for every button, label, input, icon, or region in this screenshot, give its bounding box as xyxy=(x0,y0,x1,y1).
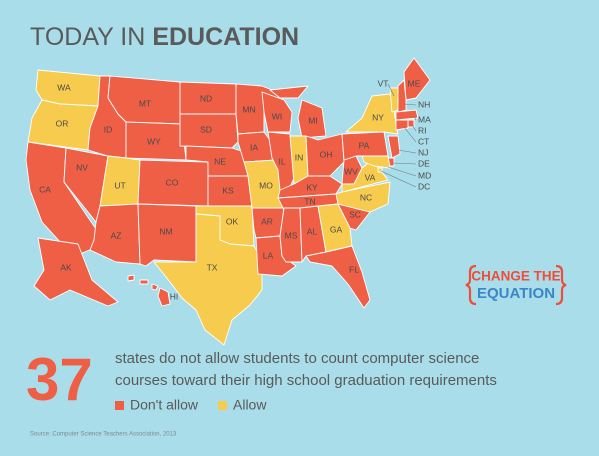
state xyxy=(395,119,409,131)
state-label: NH xyxy=(418,99,430,109)
title-emphasis: EDUCATION xyxy=(152,23,299,51)
state-label: HI xyxy=(170,291,179,301)
state-label: WA xyxy=(57,82,71,92)
state-label: IN xyxy=(295,152,304,162)
state-label: ND xyxy=(200,93,212,103)
state xyxy=(269,85,309,99)
state-label: OR xyxy=(56,118,69,128)
state-label: MS xyxy=(285,230,298,240)
state xyxy=(151,283,159,291)
state-label: NM xyxy=(159,226,172,236)
state-label: CT xyxy=(418,136,429,146)
state-label: IL xyxy=(278,156,285,166)
state xyxy=(179,113,239,149)
state-label: ME xyxy=(408,78,421,88)
logo-line1: CHANGE THE xyxy=(471,269,560,284)
stat-text-line: courses toward their high school graduat… xyxy=(115,372,497,389)
leader-line xyxy=(391,162,417,165)
leader-line xyxy=(413,115,417,121)
state-label: TX xyxy=(207,262,218,272)
state xyxy=(153,213,263,346)
stat-text-line: states do not allow students to count co… xyxy=(115,350,479,367)
state-label: TN xyxy=(304,196,315,206)
state-label: AL xyxy=(307,226,318,236)
state-label: IA xyxy=(250,142,258,152)
state-label: ID xyxy=(104,124,113,134)
leader-line xyxy=(403,103,417,106)
state xyxy=(261,91,293,133)
state xyxy=(361,155,391,169)
state-label: OH xyxy=(320,149,333,159)
state xyxy=(33,237,119,307)
state-label: PA xyxy=(359,140,370,150)
state-label: NJ xyxy=(418,147,428,157)
legend-swatch xyxy=(218,401,227,410)
state-label: WV xyxy=(344,166,358,176)
state-label: NC xyxy=(360,192,372,202)
state-label: SC xyxy=(349,209,361,219)
state xyxy=(397,79,407,113)
state-label: MA xyxy=(418,114,431,124)
state-label: WI xyxy=(272,111,282,121)
title: TODAY IN EDUCATION xyxy=(30,23,299,51)
logo-brace-left xyxy=(465,264,477,306)
us-map: WA OR CA NV ID MT WY UT CO AZ NM ND SD NE KS OK TX MN IA MO… xyxy=(25,57,431,346)
state-label: RI xyxy=(418,125,427,135)
state-label: DE xyxy=(418,158,430,168)
state xyxy=(395,109,419,121)
state xyxy=(297,99,327,139)
state-label: MI xyxy=(308,115,317,125)
state-label: DC xyxy=(418,181,430,191)
state-label: AZ xyxy=(111,230,122,240)
state-label: KY xyxy=(306,182,318,192)
state-label: UT xyxy=(114,180,125,190)
leader-line xyxy=(387,83,395,97)
state-label: SD xyxy=(200,124,212,134)
legend-swatch xyxy=(115,401,124,410)
state-label: AR xyxy=(261,216,273,226)
state-label: CO xyxy=(166,177,179,187)
state-label: VT xyxy=(378,78,389,88)
state-label: WY xyxy=(147,136,161,146)
state xyxy=(127,274,135,282)
logo-brace-right xyxy=(555,264,567,306)
state-label: AK xyxy=(60,262,72,272)
state-label: VA xyxy=(365,172,376,182)
leader-line xyxy=(397,149,417,154)
state-label: MO xyxy=(259,180,273,190)
state-label: MD xyxy=(418,170,431,180)
state-label: LA xyxy=(263,250,274,260)
state-label: MT xyxy=(139,98,151,108)
leader-line xyxy=(411,124,417,132)
state xyxy=(139,279,149,285)
state-label: NV xyxy=(76,162,88,172)
logo: CHANGE THE EQUATION xyxy=(465,264,567,306)
state xyxy=(387,135,401,159)
stat-number: 37 xyxy=(26,346,93,413)
title-lead: TODAY IN xyxy=(30,23,145,51)
legend-label: Allow xyxy=(233,397,267,413)
state-label: NY xyxy=(372,112,384,122)
leader-line xyxy=(380,170,417,188)
legend-label: Don't allow xyxy=(130,397,199,413)
state-label: KS xyxy=(222,185,234,195)
state xyxy=(407,119,415,128)
legend: Don't allow Allow xyxy=(115,397,267,413)
state-label: GA xyxy=(330,224,343,234)
leader-line xyxy=(387,166,417,177)
leader-line xyxy=(403,126,417,143)
state xyxy=(157,287,171,307)
state xyxy=(305,245,371,309)
state-label: FL xyxy=(349,264,359,274)
state-label: NE xyxy=(214,156,226,166)
state-label: MN xyxy=(242,104,255,114)
logo-line2: EQUATION xyxy=(477,285,555,302)
source: Source: Computer Science Teachers Associ… xyxy=(30,432,177,438)
state-label: OK xyxy=(226,216,239,226)
state-label: CA xyxy=(39,184,51,194)
